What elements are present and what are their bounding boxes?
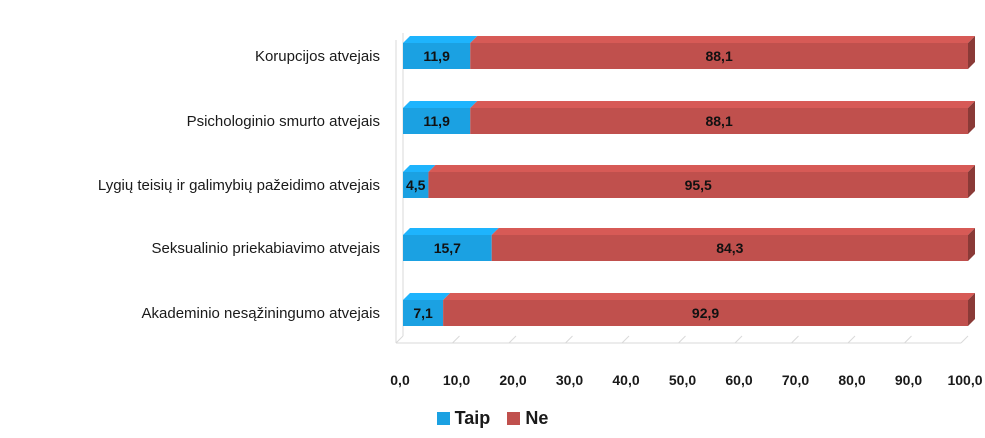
legend-swatch-ne [507, 412, 521, 425]
bar-top-taip-4 [403, 293, 451, 300]
x-tick-label-1: 10,0 [443, 372, 470, 388]
value-label-taip-4: 7,1 [413, 305, 433, 321]
x-tick-label-3: 30,0 [556, 372, 583, 388]
x-tick-mark [621, 335, 630, 344]
legend-label-ne: Ne [525, 408, 549, 428]
value-label-taip-0: 11,9 [423, 48, 450, 64]
bars-group: 11,9 88,1 11,9 88,1 4,5 95,5 15,7 84,3 7,1 92,9 [403, 36, 975, 326]
x-tick-label-2: 20,0 [499, 372, 526, 388]
bar-ne-4 [443, 300, 968, 326]
x-tick-mark [508, 335, 517, 344]
category-labels: Korupcijos atvejais Psichologinio smurto … [98, 48, 380, 322]
value-label-ne-2: 95,5 [685, 177, 712, 193]
value-label-ne-3: 84,3 [716, 240, 743, 256]
value-label-ne-4: 92,9 [692, 305, 719, 321]
value-label-ne-0: 88,1 [705, 48, 732, 64]
chart-floor [395, 33, 969, 344]
bar-side-ne-1 [968, 101, 975, 134]
bar-taip-1 [403, 108, 471, 134]
x-tick-mark [678, 335, 686, 344]
category-label-0: Korupcijos atvejais [255, 48, 380, 65]
bar-ne-0 [470, 43, 968, 69]
bar-top-taip-3 [403, 228, 499, 235]
value-label-taip-3: 15,7 [434, 240, 461, 256]
x-tick-mark [791, 335, 799, 344]
x-tick-label-6: 60,0 [725, 372, 752, 388]
bar-ne-1 [470, 108, 968, 134]
x-tick-label-0: 0,0 [390, 372, 410, 388]
x-tick-mark [565, 335, 573, 344]
x-tick-mark [904, 335, 912, 344]
x-tick-label-9: 90,0 [895, 372, 922, 388]
bar-ne-2 [428, 172, 968, 198]
bar-top-ne-1 [470, 101, 975, 108]
x-axis-ticks: 0,0 10,0 20,0 30,0 40,0 50,0 60,0 70,0 80,0 90,0 1… [390, 372, 982, 388]
category-label-2: Lygių teisių ir galimybių pažeidimo atve… [98, 177, 380, 194]
bar-top-ne-3 [491, 228, 975, 235]
x-tick-mark [395, 335, 404, 344]
value-label-ne-1: 88,1 [705, 113, 732, 129]
category-label-1: Psichologinio smurto atvejais [187, 113, 380, 130]
bar-side-ne-3 [968, 228, 975, 261]
bar-top-taip-1 [403, 101, 478, 108]
x-tick-label-7: 70,0 [782, 372, 809, 388]
value-label-taip-2: 4,5 [406, 177, 426, 193]
bar-side-ne-4 [968, 293, 975, 326]
x-tick-mark [960, 335, 969, 344]
value-label-taip-1: 11,9 [423, 113, 450, 129]
x-tick-label-4: 40,0 [612, 372, 639, 388]
x-tick-mark [847, 335, 856, 344]
bar-taip-4 [403, 300, 444, 326]
bar-top-ne-2 [428, 165, 975, 172]
bar-top-ne-4 [443, 293, 975, 300]
x-tick-label-5: 50,0 [669, 372, 696, 388]
bar-side-ne-2 [968, 165, 975, 198]
x-tick-mark [452, 335, 460, 344]
legend-item-taip: Taip [436, 408, 491, 429]
bar-ne-3 [491, 235, 968, 261]
x-tick-label-10: 100,0 [947, 372, 982, 388]
bar-top-taip-2 [403, 165, 436, 172]
bar-top-taip-0 [403, 36, 478, 43]
bar-side-ne-0 [968, 36, 975, 69]
bar-taip-3 [403, 235, 492, 261]
legend: Taip Ne [0, 408, 985, 430]
legend-item-ne: Ne [507, 408, 548, 429]
legend-swatch-taip [436, 412, 450, 425]
stacked-bar-chart: 11,9 88,1 11,9 88,1 4,5 95,5 15,7 84,3 7,1 92,9 K… [98, 33, 983, 388]
bar-taip-2 [403, 172, 429, 198]
legend-label-taip: Taip [454, 408, 491, 428]
bar-taip-0 [403, 43, 471, 69]
x-tick-label-8: 80,0 [838, 372, 865, 388]
category-label-4: Akademinio nesąžiningumo atvejais [142, 305, 380, 322]
category-label-3: Seksualinio priekabiavimo atvejais [152, 240, 380, 257]
x-tick-mark [734, 335, 743, 344]
bar-top-ne-0 [470, 36, 975, 43]
